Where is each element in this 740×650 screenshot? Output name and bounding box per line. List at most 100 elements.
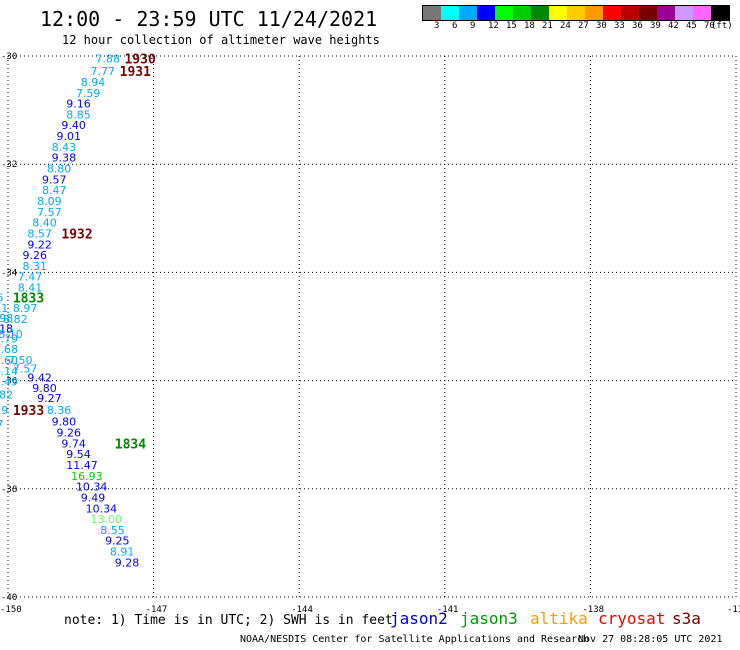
wave-height-label: 9.40: [61, 119, 86, 132]
legend-jason2: jason2: [390, 609, 448, 628]
scale-label: 21: [542, 21, 553, 31]
legend-s3a: s3a: [672, 609, 701, 628]
wave-height-label: 8.14: [0, 365, 18, 378]
credit-text: NOAA/NESDIS Center for Satellite Applica…: [240, 634, 590, 645]
legend-cryosat: cryosat: [598, 609, 666, 628]
wave-height-label: 8.11: [0, 302, 8, 315]
wave-height-label: 9.80: [52, 416, 77, 429]
wave-height-label: 10.34: [86, 502, 118, 515]
wave-height-label: 9.28: [115, 556, 140, 569]
wave-height-label: 10.34: [76, 481, 108, 494]
wave-height-label: 8.57: [27, 227, 52, 240]
scale-swatch-16: [711, 6, 729, 20]
page-subtitle: 12 hour collection of altimeter wave hei…: [62, 33, 380, 47]
wave-height-label: 7.47: [18, 271, 42, 284]
scale-label: 6: [452, 21, 458, 31]
wave-height-label: 8.60: [0, 354, 18, 367]
wave-height-label: 8.82: [0, 389, 13, 402]
lat-tick-label: -32: [1, 160, 17, 170]
scale-label: 36: [632, 21, 643, 31]
lon-tick-label: -144: [291, 605, 313, 615]
scale-label: 9: [470, 21, 476, 31]
wave-height-label: 9.49: [81, 491, 106, 504]
scale-swatch-0: [423, 6, 441, 20]
scale-label: (ft): [711, 21, 733, 31]
scale-label: 45: [686, 21, 697, 31]
scale-swatch-5: [513, 6, 531, 20]
wave-height-label: 8.36: [47, 404, 72, 417]
scale-label: 3: [434, 21, 440, 31]
lat-tick-label: -36: [1, 377, 17, 387]
wave-height-label: 8.40: [32, 217, 57, 230]
wave-height-label: 9.38: [52, 152, 77, 165]
scale-swatch-7: [549, 6, 567, 20]
lat-tick-label: -40: [1, 593, 17, 603]
wave-height-label: 9.18: [0, 323, 13, 336]
scale-swatch-6: [531, 6, 549, 20]
pass-time-label: 1933: [13, 404, 44, 419]
wave-height-label: 8.94: [81, 76, 106, 89]
wave-height-label: 8.79: [0, 332, 18, 345]
pass-time-label: 1931: [120, 65, 151, 80]
legend-altika: altika: [530, 609, 588, 628]
wave-height-label: 8.80: [47, 163, 72, 176]
wave-height-label: 9.25: [105, 535, 130, 548]
wave-height-label: 9.74: [61, 437, 86, 450]
lon-tick-label: -150: [0, 605, 22, 615]
lon-tick-label: -141: [437, 605, 459, 615]
scale-label: 30: [596, 21, 607, 31]
lon-tick-label: -147: [146, 605, 168, 615]
wave-height-label: 7.57: [13, 363, 38, 376]
legend-jason3: jason3: [460, 609, 518, 628]
scale-swatch-8: [567, 6, 585, 20]
wave-height-label: 9.22: [27, 238, 52, 251]
scale-swatch-11: [621, 6, 639, 20]
scale-label: 24: [560, 21, 571, 31]
pass-time-label: 1834: [115, 437, 146, 452]
lon-tick-label: -13: [727, 605, 740, 615]
scale-label: 42: [668, 21, 679, 31]
scale-label: 12: [488, 21, 499, 31]
page-title: 12:00 - 23:59 UTC 11/24/2021: [40, 7, 378, 31]
wave-height-label: 8.29: [0, 404, 8, 417]
lon-tick-label: -138: [582, 605, 604, 615]
wave-height-label: 8.31: [23, 260, 47, 273]
scale-label: 33: [614, 21, 625, 31]
wave-height-label: 8.49: [0, 376, 18, 389]
scale-swatch-10: [603, 6, 621, 20]
scale-swatch-13: [657, 6, 675, 20]
wave-height-label: 7.77: [91, 65, 116, 78]
wave-height-label: 8.85: [66, 108, 91, 121]
wave-height-label: 9.54: [66, 448, 91, 461]
color-scale-bar: [422, 5, 730, 21]
pass-time-label: 1932: [61, 227, 92, 242]
color-scale-labels: 3 6 9 12 15 18 21 24 27 30 33 36 39 42 45 70 (ft): [422, 21, 740, 33]
wave-height-label: 8.82: [3, 313, 28, 326]
scale-swatch-3: [477, 6, 495, 20]
wave-height-label: 8.91: [110, 546, 135, 559]
wave-height-label: 7.59: [76, 87, 101, 100]
wave-height-label: 8.47: [42, 184, 66, 197]
footer-note: note: 1) Time is in UTC; 2) SWH is in fe…: [64, 613, 393, 628]
scale-swatch-15: [693, 6, 711, 20]
scale-label: 18: [524, 21, 535, 31]
wave-height-label: 13.00: [91, 513, 123, 526]
wave-height-label: 9.26: [57, 427, 82, 440]
scale-label: 15: [506, 21, 517, 31]
scale-label: 70: [704, 21, 715, 31]
scale-swatch-2: [459, 6, 477, 20]
scale-swatch-4: [495, 6, 513, 20]
wave-height-label: 8.10: [0, 328, 23, 341]
scale-swatch-9: [585, 6, 603, 20]
generated-timestamp: Nov 27 08:28:05 UTC 2021: [578, 634, 723, 645]
wave-height-label: 8.68: [0, 343, 18, 356]
pass-time-label: 1930: [124, 53, 155, 68]
wave-height-label: 9.26: [23, 249, 47, 262]
wave-height-label: 7.17: [0, 418, 3, 431]
wave-height-label: 11.47: [66, 459, 98, 472]
wave-height-label: 8.36: [0, 291, 3, 304]
wave-height-label: 9.16: [66, 98, 91, 111]
lat-tick-label: -34: [1, 268, 17, 278]
